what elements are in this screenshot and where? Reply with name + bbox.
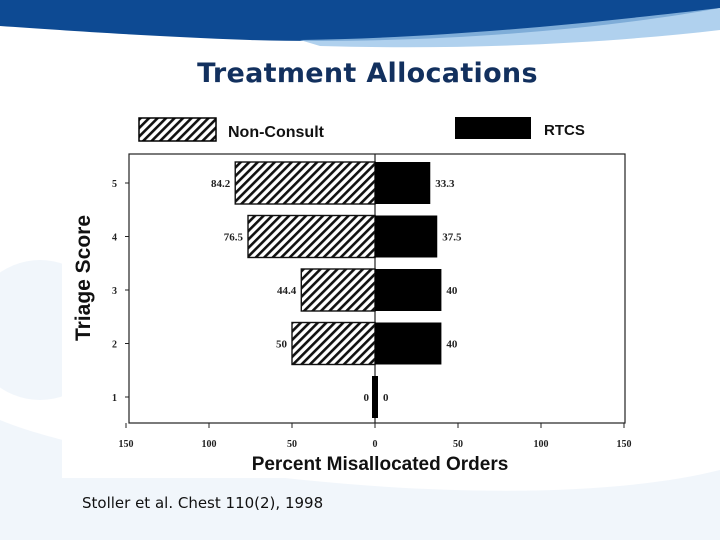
x-tick-label: 150 [119,439,134,450]
x-tick-label: 0 [373,439,378,450]
bar-rtcs [375,269,442,311]
x-tick-label: 100 [534,439,549,450]
y-tick-label: 4 [112,233,117,244]
y-tick-label: 1 [112,393,117,404]
citation: Stoller et al. Chest 110(2), 1998 [82,494,324,512]
bar-zero-marker [372,376,378,418]
data-label-non-consult: 0 [364,392,370,404]
bar-rtcs [375,215,438,258]
x-tick-label: 50 [287,439,297,450]
bar-non-consult [291,321,376,366]
data-label-non-consult: 84.2 [211,178,231,190]
y-tick-label: 3 [112,286,117,297]
x-tick-label: 150 [617,439,632,450]
bar-non-consult [300,268,376,312]
legend-label-non-consult: Non-Consult [228,124,325,141]
data-label-rtcs: 0 [383,392,389,404]
x-axis-title: Percent Misallocated Orders [252,454,509,475]
bar-rtcs [375,162,431,204]
legend-label-rtcs: RTCS [544,122,585,139]
data-label-rtcs: 40 [446,339,458,351]
x-tick-label: 100 [202,439,217,450]
bar-non-consult [247,214,376,259]
data-label-non-consult: 50 [276,339,288,351]
legend-swatch-non-consult [138,117,217,142]
data-label-rtcs: 37.5 [442,232,462,244]
y-axis-title: Triage Score [72,215,95,341]
figure-panel: Non-Consult RTCS 150 100 50 0 50 100 150 5 84.2 3… [62,110,647,478]
data-label-non-consult: 76.5 [224,232,244,244]
data-label-rtcs: 33.3 [435,178,455,190]
data-label-rtcs: 40 [446,285,458,297]
slide-title: Treatment Allocations [197,58,538,89]
y-tick-label: 2 [112,340,117,351]
legend-swatch-rtcs [455,117,531,139]
data-label-non-consult: 44.4 [277,285,297,297]
y-tick-label: 5 [112,179,117,190]
bar-rtcs [375,322,442,365]
bar-non-consult [234,161,376,205]
plot-frame [128,153,626,424]
x-tick-label: 50 [453,439,463,450]
